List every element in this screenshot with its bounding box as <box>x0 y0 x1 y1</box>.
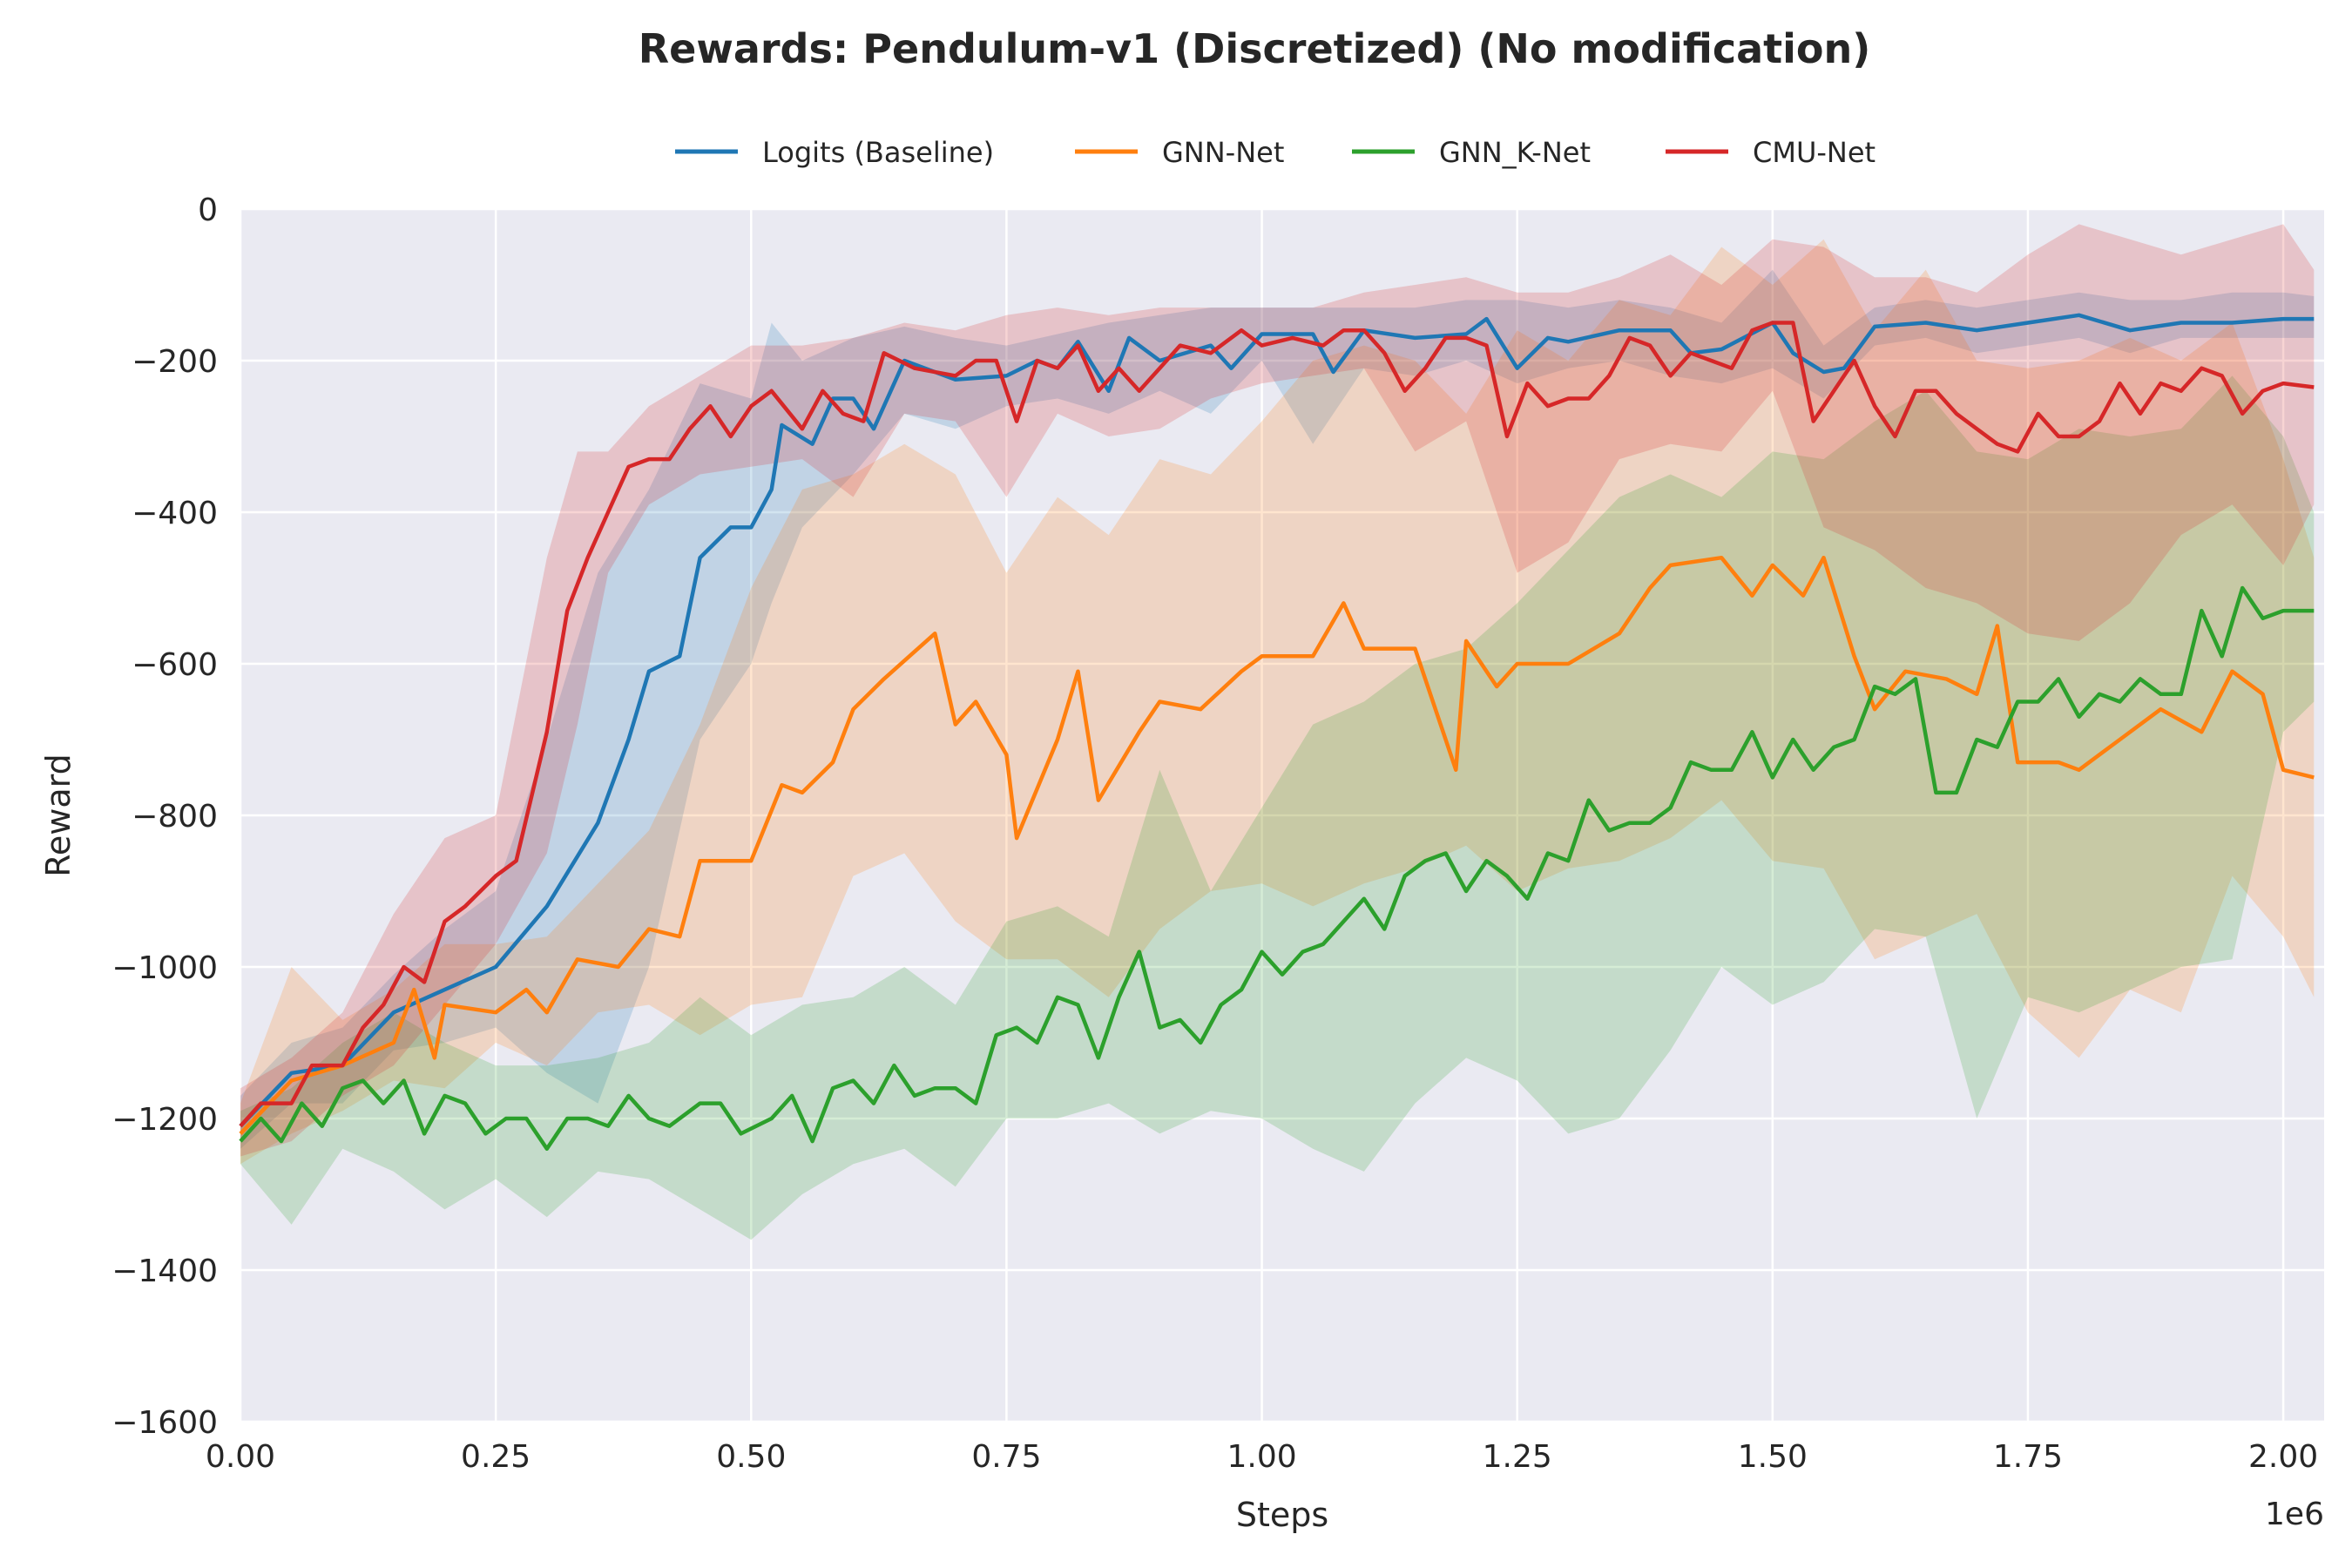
y-tick-label: −1400 <box>112 1254 218 1289</box>
y-tick-label: −200 <box>132 344 218 380</box>
confidence-band-3 <box>240 224 2315 1157</box>
legend: Logits (Baseline) GNN-Net GNN_K-Net CMU-Net <box>675 136 1876 169</box>
series-line-3 <box>239 321 2315 1128</box>
series-line-1 <box>239 555 2315 1135</box>
y-tick-label: −600 <box>132 647 218 683</box>
y-tick-label: −400 <box>132 496 218 531</box>
x-tick-label: 1.50 <box>1738 1439 1808 1475</box>
legend-label: Logits (Baseline) <box>762 136 994 169</box>
confidence-band-0 <box>240 269 2315 1149</box>
confidence-bands <box>240 224 2315 1240</box>
x-tick-label: 0.75 <box>971 1439 1041 1475</box>
series-lines <box>239 313 2315 1152</box>
legend-label: GNN-Net <box>1162 136 1284 169</box>
confidence-band-2 <box>240 375 2315 1240</box>
x-axis-label: Steps <box>1236 1496 1328 1534</box>
y-axis-label: Reward <box>39 754 78 877</box>
legend-label: GNN_K-Net <box>1439 136 1591 169</box>
y-tick-label: −800 <box>132 799 218 835</box>
grid <box>239 207 2324 1423</box>
confidence-band-1 <box>240 239 2315 1165</box>
legend-label: CMU-Net <box>1753 136 1876 169</box>
x-axis-offset-label: 1e6 <box>2265 1497 2324 1532</box>
y-tick-label: 0 <box>198 193 218 228</box>
series-line-2 <box>239 585 2315 1152</box>
x-tick-label: 0.00 <box>206 1439 275 1475</box>
y-tick-label: −1200 <box>112 1102 218 1138</box>
x-tick-label: 1.00 <box>1227 1439 1296 1475</box>
series-line-0 <box>239 313 2315 1128</box>
y-tick-label: −1600 <box>112 1405 218 1441</box>
y-axis: 0 −200 −400 −600 −800 −1000 −1200 −1400 −1600 <box>112 193 218 1441</box>
x-axis: 0.00 0.25 0.50 0.75 1.00 1.25 1.50 1.75 2.00 <box>206 1439 2318 1475</box>
x-tick-label: 2.00 <box>2248 1439 2318 1475</box>
x-tick-label: 1.25 <box>1483 1439 1552 1475</box>
x-tick-label: 1.75 <box>1993 1439 2063 1475</box>
y-tick-label: −1000 <box>112 950 218 986</box>
chart-title: Rewards: Pendulum-v1 (Discretized) (No m… <box>639 25 1871 72</box>
x-tick-label: 0.25 <box>461 1439 531 1475</box>
x-tick-label: 0.50 <box>716 1439 786 1475</box>
